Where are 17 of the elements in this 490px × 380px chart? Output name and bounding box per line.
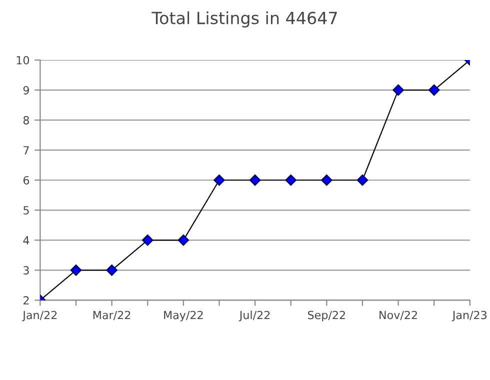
x-tick-label: Mar/22 [93, 310, 130, 320]
y-tick-label: 5 [24, 206, 29, 215]
y-tick-label: 3 [24, 266, 29, 275]
x-tick-label: Jan/23 [452, 310, 487, 322]
y-tick-label: 2 [24, 296, 29, 304]
y-tick-label: 4 [23, 236, 30, 244]
x-tick-label: Jan/22 [22, 310, 57, 322]
x-tick-label: Nov/22 [380, 310, 417, 320]
x-tick-label: Sep/22 [308, 310, 345, 322]
y-tick-label: 6 [23, 176, 30, 184]
chart-title: Total Listings in 44647 [152, 11, 337, 28]
x-tick-label: May/22 [164, 310, 203, 322]
y-tick-label: 10 [16, 56, 30, 64]
y-tick-label: 9 [23, 86, 29, 94]
y-tick-label: 7 [24, 146, 29, 154]
y-tick-label: 8 [23, 116, 30, 124]
x-tick-label: Jul/22 [238, 310, 270, 322]
